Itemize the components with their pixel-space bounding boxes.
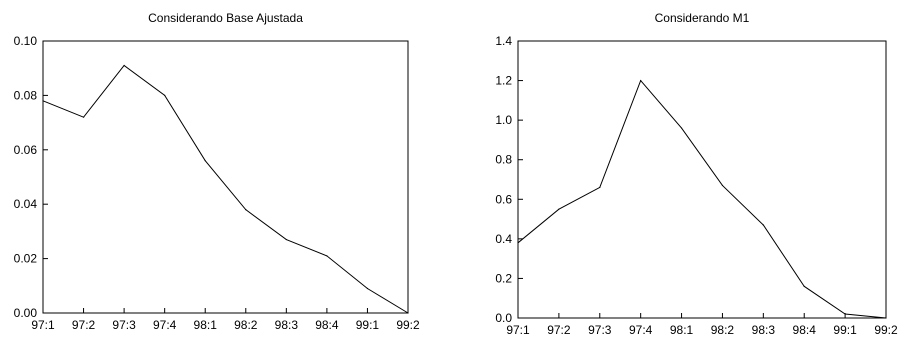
x-tick-label: 97:4 xyxy=(629,323,653,337)
x-tick-label: 98:4 xyxy=(315,318,339,332)
data-point xyxy=(326,255,328,257)
data-point xyxy=(164,94,166,96)
x-tick-label: 98:3 xyxy=(752,323,776,337)
data-point xyxy=(123,64,125,67)
data-point xyxy=(599,186,601,189)
x-tick-label: 97:4 xyxy=(153,318,177,332)
x-tick-label: 97:2 xyxy=(72,318,96,332)
data-point xyxy=(407,312,409,314)
chart-m1: Considerando M1 0.0 0.2 0.4 0.6 0.8 1.0 1.2 1.4… xyxy=(495,11,898,337)
x-tick-label: 99:1 xyxy=(833,323,857,337)
x-tick-label: 98:2 xyxy=(711,323,735,337)
x-tick-label: 97:1 xyxy=(506,323,530,337)
data-point xyxy=(245,209,247,211)
x-tick-label: 97:3 xyxy=(588,323,612,337)
plot-frame xyxy=(517,40,887,319)
y-tick-label: 0.02 xyxy=(14,252,38,266)
y-tick-label: 0.2 xyxy=(495,271,512,285)
x-tick-label: 98:4 xyxy=(793,323,817,337)
data-point xyxy=(285,238,287,241)
data-point xyxy=(680,127,683,129)
data-point xyxy=(844,313,846,315)
y-tick-label: 0.08 xyxy=(14,88,38,102)
x-tick-label: 99:2 xyxy=(396,318,420,332)
y-tick-label: 0.10 xyxy=(14,34,38,48)
x-tick-label: 97:3 xyxy=(112,318,136,332)
data-point xyxy=(640,79,642,82)
y-tick-label: 0.6 xyxy=(495,192,512,206)
series-line xyxy=(42,64,409,314)
x-tick-label: 98:1 xyxy=(670,323,694,337)
chart-title: Considerando Base Ajustada xyxy=(148,11,303,25)
x-tick-label: 98:2 xyxy=(234,318,258,332)
y-tick-label: 0.06 xyxy=(14,143,38,157)
data-point xyxy=(558,208,560,210)
data-point xyxy=(366,287,369,290)
x-tick-label: 98:3 xyxy=(275,318,299,332)
data-point xyxy=(885,317,887,319)
y-tick-label: 0.8 xyxy=(495,153,512,167)
data-point xyxy=(721,184,724,187)
chart-title: Considerando M1 xyxy=(655,11,750,25)
data-point xyxy=(803,285,805,287)
y-tick-label: 0.4 xyxy=(495,232,512,246)
y-tick-label: 0.0 xyxy=(495,311,512,325)
y-tick-label: 1.0 xyxy=(495,113,512,127)
plot-frame xyxy=(42,40,409,314)
data-point xyxy=(42,100,44,102)
x-tick-label: 99:1 xyxy=(356,318,380,332)
chart-base-ajustada: Considerando Base Ajustada 0.00 0.02 0.04 0… xyxy=(14,11,420,332)
data-point xyxy=(762,224,764,226)
y-tick-label: 1.4 xyxy=(495,34,512,48)
x-tick-label: 97:1 xyxy=(31,318,55,332)
x-tick-label: 99:2 xyxy=(874,323,898,337)
data-point xyxy=(204,160,206,162)
y-tick-label: 0.00 xyxy=(14,306,38,320)
data-point xyxy=(82,116,85,118)
y-tick-label: 0.04 xyxy=(14,197,38,211)
x-tick-label: 97:2 xyxy=(547,323,571,337)
x-tick-label: 98:1 xyxy=(194,318,218,332)
series-line xyxy=(517,79,887,319)
y-tick-label: 1.2 xyxy=(495,74,512,88)
data-point xyxy=(517,242,519,244)
